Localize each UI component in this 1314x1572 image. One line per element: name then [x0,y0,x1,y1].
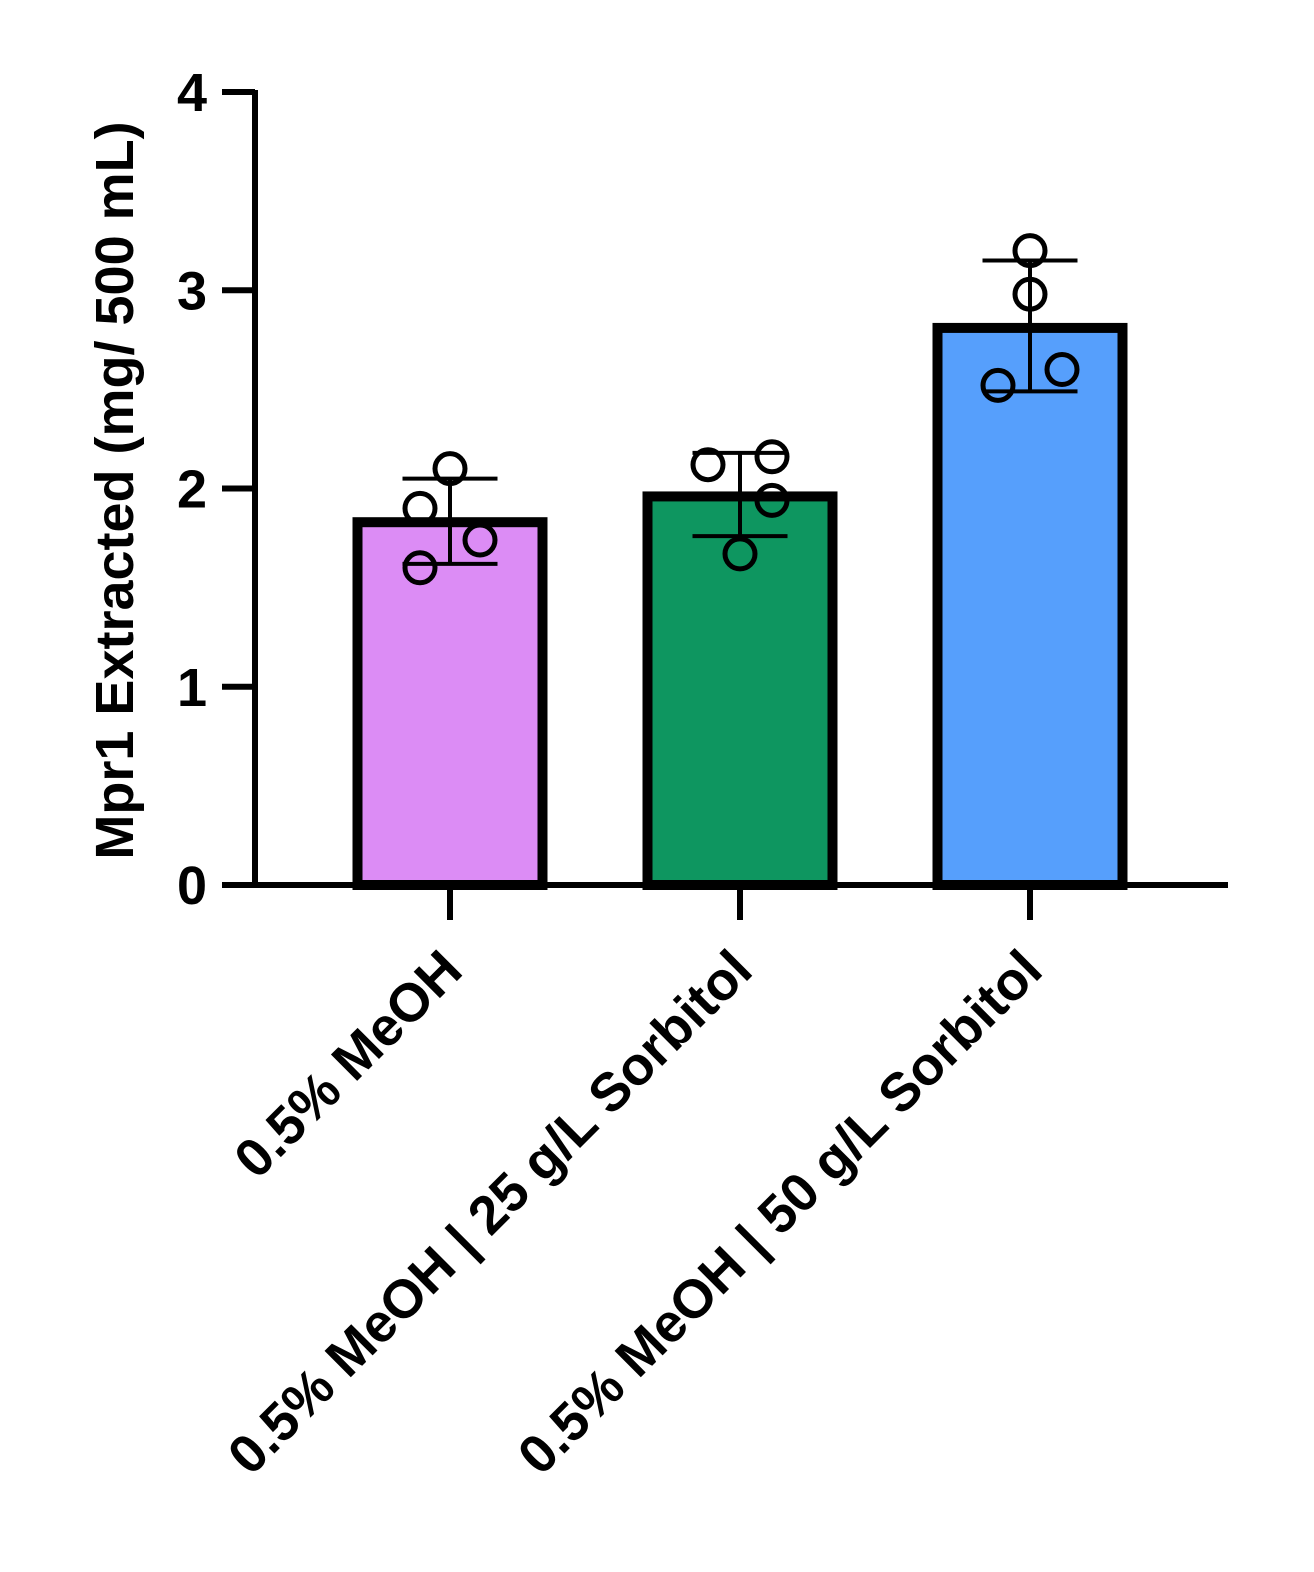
error-bars [402,258,1078,566]
data-point-1-4 [402,550,438,586]
data-point-2-3 [754,482,790,518]
x-tick-label-2: 0.5% MeOH | 25 g/L Sorbitol [217,939,764,1486]
bar-3 [932,322,1128,891]
y-tick-label-2: 2 [177,460,207,520]
data-point-2-4 [722,536,758,572]
data-point-2-1 [690,447,726,483]
y-axis-title: Mpr1 Extracted (mg/ 500 mL) [85,121,145,859]
bars [352,322,1128,891]
y-tick-label-1: 1 [177,658,207,718]
data-point-1-2 [402,490,438,526]
data-point-1-3 [462,522,498,558]
data-point-3-3 [1044,352,1080,388]
data-point-3-4 [980,367,1016,403]
x-tick-label-1: 0.5% MeOH [223,939,473,1189]
data-point-1-1 [432,451,468,487]
data-point-3-2 [1012,276,1048,312]
data-points [402,233,1080,586]
data-point-2-2 [754,439,790,475]
bar-1 [352,517,548,890]
bar-2 [642,491,838,890]
y-tick-label-0: 0 [177,856,207,916]
y-tick-label-4: 4 [177,63,207,123]
x-tick-label-3: 0.5% MeOH | 50 g/L Sorbitol [507,939,1054,1486]
data-point-3-1 [1012,233,1048,269]
y-tick-label-3: 3 [177,261,207,321]
